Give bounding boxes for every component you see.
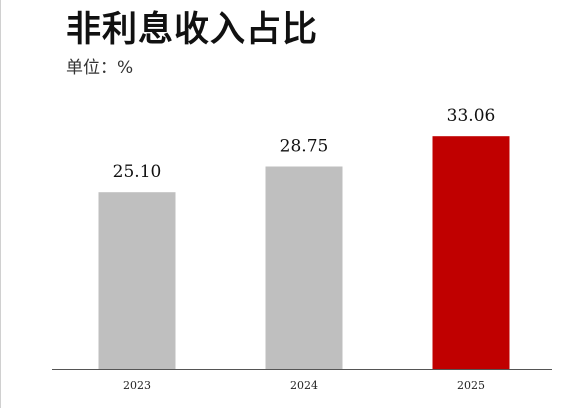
x-tick-label-2023: 2023: [123, 379, 151, 392]
unit-label: 单位：%: [66, 58, 134, 78]
left-border-line: [0, 0, 1, 408]
value-label-2023: 25.10: [113, 162, 162, 182]
value-label-2025: 33.06: [447, 106, 496, 126]
chart-title: 非利息收入占比: [66, 10, 319, 50]
x-tick-label-2024: 2024: [290, 379, 318, 392]
value-label-2024: 28.75: [280, 137, 329, 157]
bar-2024: [265, 166, 343, 369]
bar-2025: [432, 136, 510, 369]
x-tick-label-2025: 2025: [457, 379, 485, 392]
bar-2023: [98, 192, 176, 369]
